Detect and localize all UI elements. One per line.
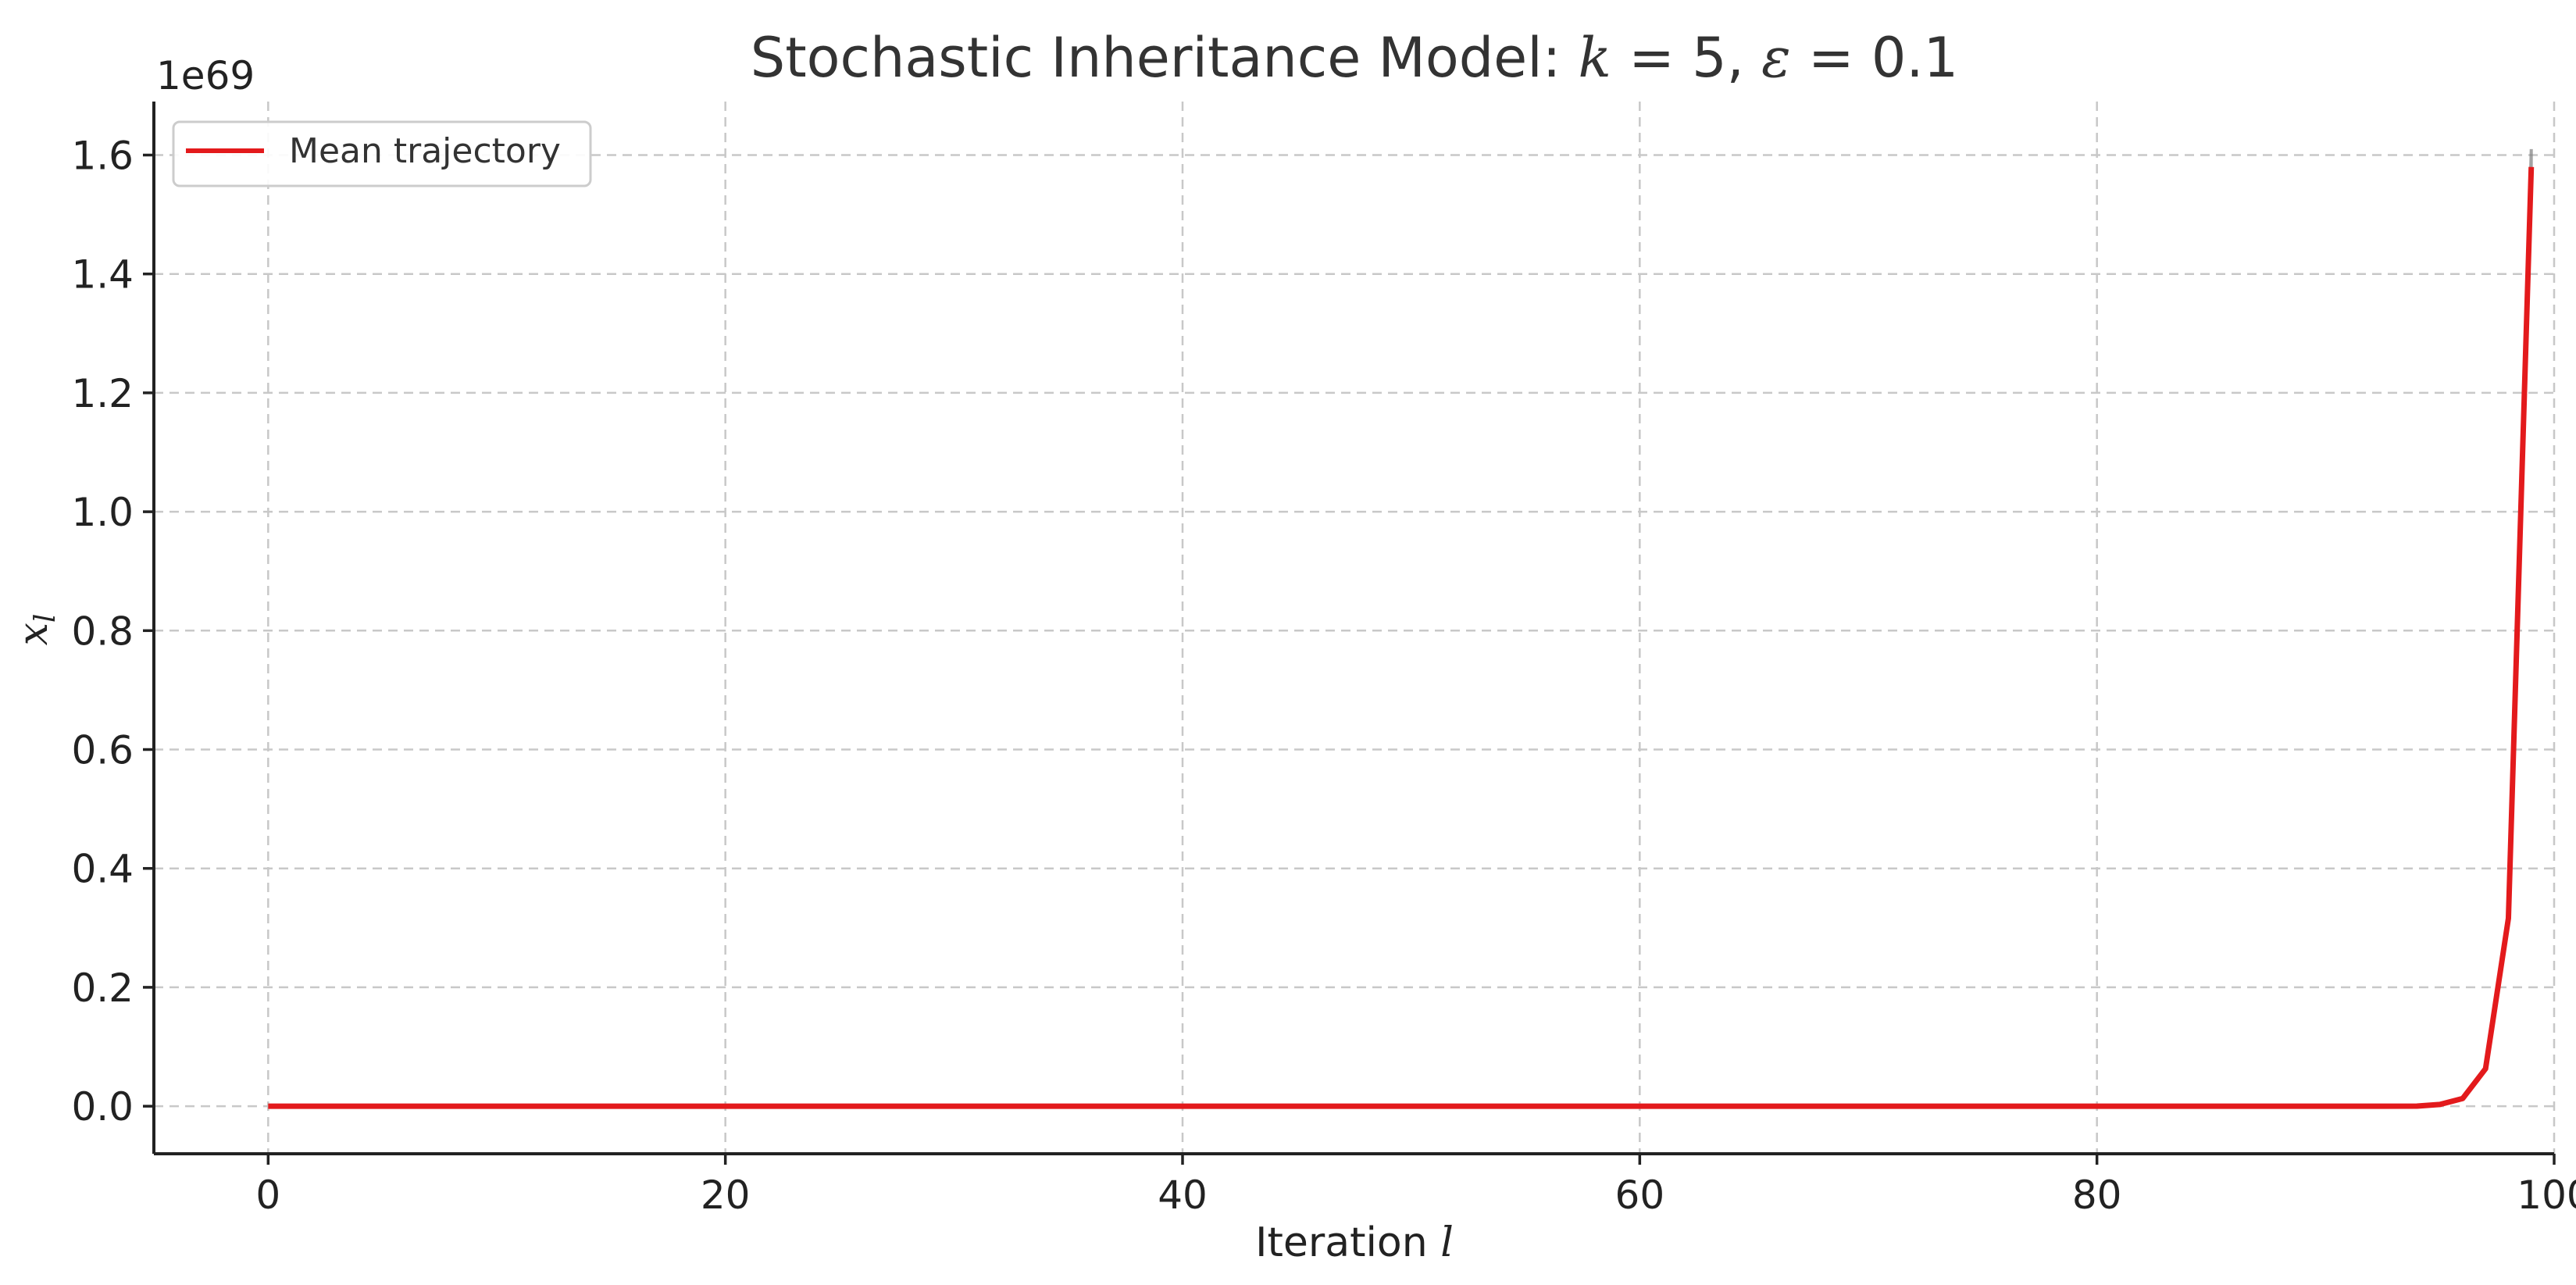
- title-epsilon-symbol: ε: [1761, 26, 1791, 90]
- x-tick-label: 100: [2517, 1173, 2576, 1218]
- y-ticks: 0.0 0.2 0.4 0.6 0.8 1.0 1.2 1.4 1.6: [71, 133, 154, 1130]
- title-prefix: Stochastic Inheritance Model:: [751, 26, 1579, 90]
- y-tick-label: 0.2: [71, 966, 134, 1011]
- series-lines: [268, 166, 2535, 1109]
- x-tick-label: 0: [255, 1173, 280, 1218]
- x-axis-label-text: Iteration: [1255, 1219, 1440, 1266]
- axes: [152, 102, 2554, 1155]
- x-tick-label: 80: [2072, 1173, 2122, 1218]
- x-axis-label-symbol: l: [1440, 1219, 1454, 1266]
- title-k-value: = 5,: [1611, 26, 1761, 90]
- x-ticks: 0 20 40 60 80 100: [255, 1154, 2576, 1218]
- legend: Mean trajectory: [172, 120, 592, 187]
- x-tick-label: 60: [1615, 1173, 1665, 1218]
- grid-lines: [154, 102, 2556, 1154]
- title-epsilon-value: = 0.1: [1791, 26, 1958, 90]
- y-axis-label-subscript: l: [30, 614, 62, 623]
- y-tick-label: 0.6: [71, 728, 134, 773]
- legend-box: [172, 120, 592, 187]
- y-tick-label: 1.6: [71, 133, 134, 178]
- y-tick-label: 1.4: [71, 252, 134, 298]
- y-tick-label: 1.0: [71, 490, 134, 535]
- series-line: [268, 166, 2535, 1109]
- y-tick-label: 0.4: [71, 847, 134, 892]
- y-offset-text: 1e69: [156, 53, 255, 98]
- chart-title: Stochastic Inheritance Model: k = 5, ε =…: [751, 26, 1958, 90]
- x-tick-label: 20: [701, 1173, 751, 1218]
- title-k-symbol: k: [1579, 26, 1611, 90]
- legend-label: Mean trajectory: [289, 131, 561, 171]
- y-axis-label: xl: [10, 614, 62, 646]
- y-axis-label-symbol: x: [10, 623, 57, 645]
- y-tick-label: 0.0: [71, 1084, 134, 1130]
- x-axis-label: Iteration l: [1255, 1219, 1454, 1266]
- x-tick-label: 40: [1158, 1173, 1208, 1218]
- y-tick-label: 0.8: [71, 609, 134, 654]
- y-tick-label: 1.2: [71, 371, 134, 416]
